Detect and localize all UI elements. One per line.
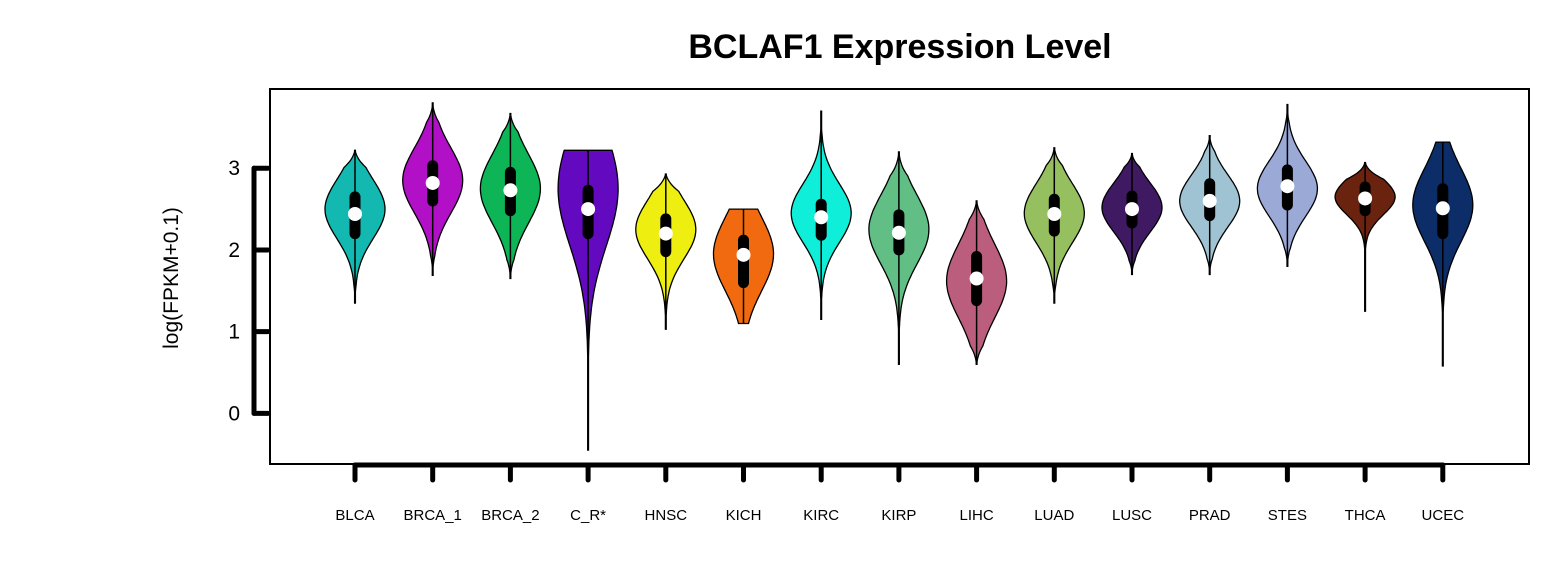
median-point — [581, 202, 596, 217]
x-tick-label: HNSC — [645, 507, 688, 524]
median-point — [1125, 202, 1139, 217]
y-axis: 0 1 2 3 — [228, 157, 271, 425]
violin-lusc — [1101, 152, 1163, 276]
y-tick-label: 1 — [228, 321, 240, 344]
x-tick-label: BRCA_2 — [481, 507, 539, 524]
median-point — [969, 271, 984, 286]
median-point — [1047, 207, 1062, 221]
x-tick-label: STES — [1268, 507, 1307, 524]
violin-kirc — [790, 110, 852, 321]
y-tick-label: 3 — [228, 157, 240, 180]
median-point — [425, 175, 440, 190]
median-point — [1358, 191, 1373, 206]
violin-brca2 — [479, 112, 542, 280]
median-point — [891, 225, 906, 240]
violin-prad — [1179, 134, 1241, 276]
violin-kich — [712, 208, 775, 325]
median-point — [1435, 201, 1450, 216]
violins — [324, 102, 1474, 451]
violin-stes — [1256, 103, 1319, 267]
median-point — [814, 210, 829, 225]
median-point — [348, 207, 362, 221]
violin-thca — [1334, 161, 1396, 312]
y-tick-label: 2 — [228, 239, 240, 262]
x-tick-label: KICH — [726, 507, 762, 524]
x-tick-label: BLCA — [335, 507, 374, 524]
median-point — [503, 183, 518, 198]
x-tick-label: KIRP — [881, 507, 916, 524]
x-tick-label: UCEC — [1422, 507, 1465, 524]
median-point — [736, 247, 751, 262]
violin-blca — [324, 149, 386, 304]
violin-lihc — [945, 200, 1008, 365]
median-point — [658, 226, 673, 241]
x-tick-label: LUSC — [1112, 507, 1152, 524]
median-point — [1202, 193, 1217, 208]
violin-kirp — [868, 151, 930, 365]
violin-cr — [557, 149, 619, 451]
median-point — [1280, 179, 1295, 194]
x-axis: BLCA BRCA_1 BRCA_2 C_R* HNSC KICH KIRC KIRP LIHC… — [335, 462, 1465, 524]
violin-hnsc — [635, 173, 697, 330]
x-tick-label: C_R* — [570, 507, 606, 524]
chart-title: BCLAF1 Expression Level — [688, 28, 1111, 66]
x-tick-label: LUAD — [1034, 507, 1074, 524]
violin-luad — [1023, 147, 1085, 304]
x-tick-label: LIHC — [960, 507, 994, 524]
x-tick-label: BRCA_1 — [404, 507, 462, 524]
x-tick-label: THCA — [1345, 507, 1386, 524]
violin-ucec — [1412, 141, 1474, 367]
y-tick-label: 0 — [228, 402, 240, 425]
x-tick-label: KIRC — [803, 507, 839, 524]
x-tick-label: PRAD — [1189, 507, 1231, 524]
violin-brca1 — [402, 102, 464, 276]
y-axis-label: log(FPKM+0.1) — [160, 207, 183, 349]
